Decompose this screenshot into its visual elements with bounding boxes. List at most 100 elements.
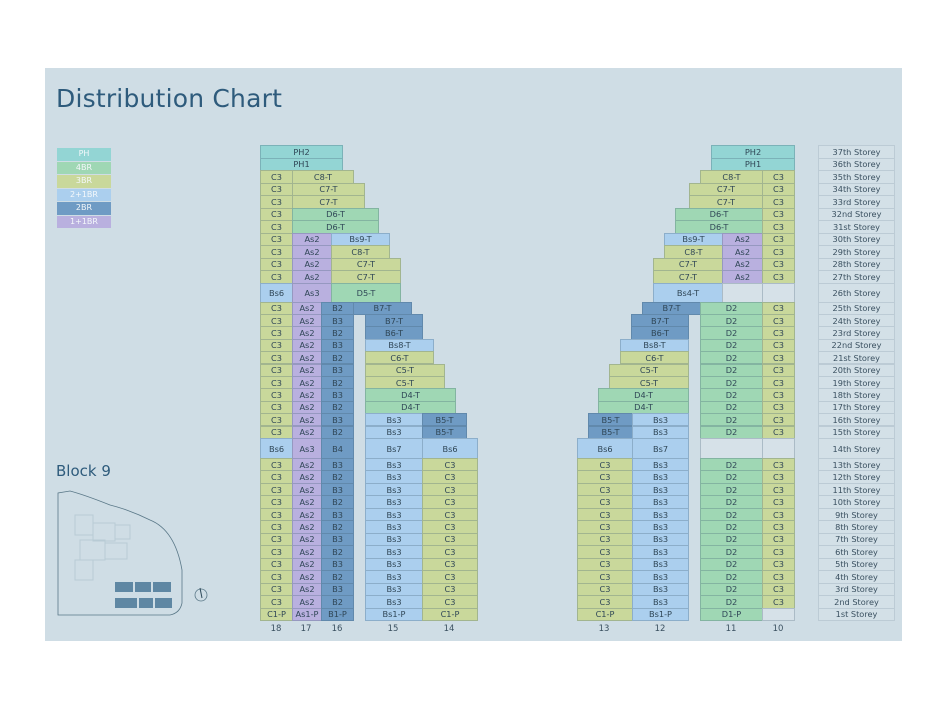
- unit-cell: As2: [292, 363, 322, 377]
- unit-cell: B4: [321, 438, 354, 459]
- unit-cell: C3: [577, 582, 633, 597]
- unit-cell: C3: [422, 520, 478, 534]
- unit-cell: As2: [292, 375, 322, 390]
- stack-number: 17: [300, 624, 312, 634]
- unit-cell: Bs9-T: [664, 232, 723, 246]
- unit-cell: D2: [700, 375, 763, 390]
- unit-cell: As2: [292, 388, 322, 402]
- unit-cell: C3: [422, 595, 478, 609]
- unit-cell: D2: [700, 482, 763, 497]
- unit-cell: C3: [260, 413, 293, 427]
- unit-cell: C3: [422, 482, 478, 497]
- unit-cell: C3: [762, 470, 795, 484]
- unit-cell: As2: [722, 232, 763, 246]
- unit-cell: Bs3: [632, 495, 689, 509]
- unit-cell: B2: [321, 470, 354, 484]
- unit-cell: C3: [260, 375, 293, 390]
- unit-cell: Bs1-P: [365, 607, 423, 621]
- unit-cell: B3: [321, 388, 354, 402]
- unit-cell: C3: [762, 220, 795, 234]
- unit-cell: C3: [577, 482, 633, 497]
- empty-unit-cell: [762, 282, 795, 303]
- storey-label: 21st Storey: [818, 351, 895, 365]
- unit-cell: B3: [321, 507, 354, 522]
- unit-cell: C3: [260, 195, 293, 209]
- unit-cell: B3: [321, 582, 354, 597]
- unit-cell: C5-T: [609, 363, 689, 377]
- unit-cell: C7-T: [653, 270, 723, 284]
- unit-cell: D2: [700, 351, 763, 365]
- unit-cell: B3: [321, 557, 354, 572]
- unit-cell: As3: [292, 438, 322, 459]
- storey-label: 23rd Storey: [818, 326, 895, 340]
- unit-cell: D2: [700, 363, 763, 377]
- unit-cell: D6-T: [675, 207, 763, 221]
- storey-label: 33rd Storey: [818, 195, 895, 209]
- unit-cell: Bs3: [365, 425, 423, 439]
- unit-cell: D2: [700, 532, 763, 547]
- unit-cell: C3: [260, 207, 293, 221]
- unit-cell: Bs8-T: [365, 338, 434, 353]
- unit-cell: C1-P: [260, 607, 293, 621]
- unit-cell: Bs3: [365, 582, 423, 597]
- unit-cell: C3: [762, 532, 795, 547]
- unit-cell: C3: [260, 245, 293, 259]
- unit-cell: As2: [292, 595, 322, 609]
- unit-cell: D1-P: [700, 607, 763, 621]
- unit-cell: B6-T: [365, 326, 423, 340]
- unit-cell: C3: [260, 400, 293, 415]
- unit-cell: C3: [762, 557, 795, 572]
- unit-cell: C3: [762, 245, 795, 259]
- unit-cell: C3: [260, 338, 293, 353]
- unit-cell: Bs3: [365, 557, 423, 572]
- unit-cell: Bs3: [632, 582, 689, 597]
- unit-cell: C3: [762, 363, 795, 377]
- unit-cell: D2: [700, 400, 763, 415]
- unit-cell: Bs3: [365, 595, 423, 609]
- unit-cell: C3: [260, 595, 293, 609]
- unit-cell: D4-T: [598, 400, 689, 415]
- storey-label: 16th Storey: [818, 413, 895, 427]
- unit-cell: Bs3: [632, 482, 689, 497]
- unit-cell: As2: [292, 495, 322, 509]
- storey-label: 15th Storey: [818, 425, 895, 439]
- unit-cell: C3: [260, 301, 293, 315]
- legend-item: 1+1BR: [57, 215, 111, 228]
- legend-item: 2+1BR: [57, 188, 111, 201]
- unit-cell: D6-T: [292, 220, 379, 234]
- unit-cell: C3: [422, 507, 478, 522]
- unit-cell: C3: [762, 338, 795, 353]
- unit-cell: C3: [577, 458, 633, 472]
- unit-cell: Bs7: [632, 438, 689, 459]
- unit-cell: C7-T: [331, 257, 401, 271]
- unit-cell: C3: [762, 257, 795, 271]
- unit-cell: As2: [292, 400, 322, 415]
- unit-cell: Bs3: [632, 545, 689, 559]
- site-plan: [57, 490, 208, 616]
- unit-cell: As2: [722, 270, 763, 284]
- unit-cell: B3: [321, 482, 354, 497]
- legend-item: 2BR: [57, 202, 111, 215]
- block-9-units: [115, 582, 172, 608]
- storey-label: 24th Storey: [818, 313, 895, 328]
- unit-cell: C3: [422, 532, 478, 547]
- unit-cell: C3: [762, 326, 795, 340]
- unit-cell: C3: [762, 520, 795, 534]
- unit-cell: B3: [321, 532, 354, 547]
- unit-cell: C3: [260, 532, 293, 547]
- unit-cell: PH1: [711, 157, 795, 171]
- unit-cell: C3: [260, 425, 293, 439]
- unit-cell: C3: [260, 545, 293, 559]
- empty-unit-cell: [762, 607, 795, 621]
- storey-label: 29th Storey: [818, 245, 895, 259]
- storey-label: 19th Storey: [818, 375, 895, 390]
- unit-cell: C3: [422, 582, 478, 597]
- unit-cell: B7-T: [365, 313, 423, 328]
- unit-cell: C3: [260, 232, 293, 246]
- unit-cell: B2: [321, 425, 354, 439]
- storey-label: 1st Storey: [818, 607, 895, 621]
- block-label: Block 9: [56, 462, 111, 480]
- unit-cell: C3: [762, 351, 795, 365]
- unit-cell: Bs3: [632, 557, 689, 572]
